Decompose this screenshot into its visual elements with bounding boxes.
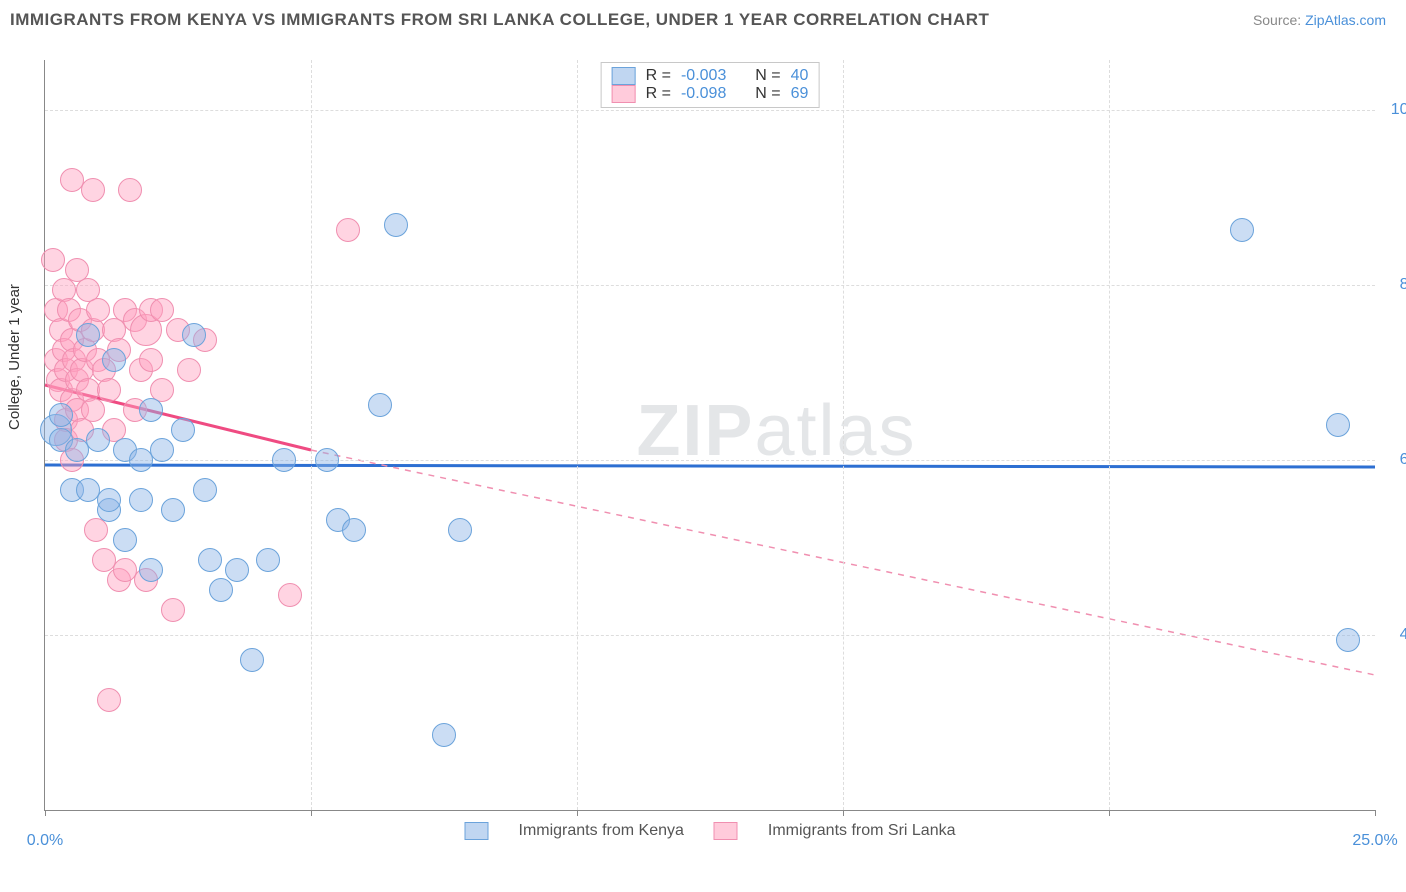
chart-title: IMMIGRANTS FROM KENYA VS IMMIGRANTS FROM… bbox=[10, 10, 989, 30]
gridline-y bbox=[45, 460, 1375, 461]
point-kenya bbox=[102, 348, 126, 372]
point-kenya bbox=[209, 578, 233, 602]
legend-series: Immigrants from Kenya Immigrants from Sr… bbox=[465, 822, 956, 840]
point-kenya bbox=[139, 398, 163, 422]
point-kenya bbox=[240, 648, 264, 672]
point-kenya bbox=[448, 518, 472, 542]
point-srilanka bbox=[97, 688, 121, 712]
xtick-label: 0.0% bbox=[27, 832, 63, 850]
point-kenya bbox=[150, 438, 174, 462]
srilanka-n-value: 69 bbox=[791, 85, 809, 103]
point-kenya bbox=[342, 518, 366, 542]
point-srilanka bbox=[41, 248, 65, 272]
legend-stats: R = -0.003 N = 40 R = -0.098 N = 69 bbox=[601, 62, 820, 108]
legend-swatch-srilanka-bottom bbox=[714, 822, 738, 840]
kenya-n-value: 40 bbox=[791, 67, 809, 85]
correlation-chart: ZIPatlas R = -0.003 N = 40 R = -0.098 N … bbox=[44, 60, 1375, 811]
point-srilanka bbox=[81, 398, 105, 422]
legend-label-srilanka: Immigrants from Sri Lanka bbox=[768, 822, 956, 840]
source-attribution: Source: ZipAtlas.com bbox=[1253, 12, 1386, 28]
xtick-mark bbox=[311, 810, 312, 816]
ytick-label: 100.0% bbox=[1385, 101, 1406, 119]
point-kenya bbox=[256, 548, 280, 572]
point-srilanka bbox=[118, 178, 142, 202]
gridline-y bbox=[45, 285, 1375, 286]
point-kenya bbox=[113, 528, 137, 552]
point-kenya bbox=[139, 558, 163, 582]
point-kenya bbox=[86, 428, 110, 452]
point-srilanka bbox=[150, 298, 174, 322]
point-kenya bbox=[272, 448, 296, 472]
point-kenya bbox=[315, 448, 339, 472]
point-kenya bbox=[171, 418, 195, 442]
point-srilanka bbox=[336, 218, 360, 242]
kenya-r-value: -0.003 bbox=[681, 67, 726, 85]
srilanka-r-value: -0.098 bbox=[681, 85, 726, 103]
ytick-label: 82.5% bbox=[1385, 276, 1406, 294]
point-srilanka bbox=[278, 583, 302, 607]
point-kenya bbox=[225, 558, 249, 582]
point-kenya bbox=[432, 723, 456, 747]
source-link[interactable]: ZipAtlas.com bbox=[1305, 12, 1386, 28]
xtick-mark bbox=[577, 810, 578, 816]
point-kenya bbox=[193, 478, 217, 502]
point-kenya bbox=[1336, 628, 1360, 652]
gridline-x bbox=[577, 60, 578, 810]
point-kenya bbox=[368, 393, 392, 417]
xtick-mark bbox=[843, 810, 844, 816]
legend-label-kenya: Immigrants from Kenya bbox=[519, 822, 684, 840]
gridline-x bbox=[311, 60, 312, 810]
xtick-label: 25.0% bbox=[1352, 832, 1397, 850]
point-srilanka bbox=[177, 358, 201, 382]
point-kenya bbox=[198, 548, 222, 572]
point-kenya bbox=[182, 323, 206, 347]
gridline-x bbox=[843, 60, 844, 810]
legend-swatch-srilanka bbox=[612, 85, 636, 103]
point-srilanka bbox=[86, 298, 110, 322]
gridline-y bbox=[45, 635, 1375, 636]
point-srilanka bbox=[81, 178, 105, 202]
legend-swatch-kenya-bottom bbox=[465, 822, 489, 840]
ytick-label: 65.0% bbox=[1385, 451, 1406, 469]
point-srilanka bbox=[97, 378, 121, 402]
point-kenya bbox=[1326, 413, 1350, 437]
gridline-y bbox=[45, 110, 1375, 111]
point-kenya bbox=[384, 213, 408, 237]
legend-swatch-kenya bbox=[612, 67, 636, 85]
point-kenya bbox=[97, 488, 121, 512]
point-kenya bbox=[129, 488, 153, 512]
point-srilanka bbox=[84, 518, 108, 542]
trend-lines bbox=[45, 60, 1375, 810]
xtick-mark bbox=[45, 810, 46, 816]
xtick-mark bbox=[1375, 810, 1376, 816]
point-kenya bbox=[1230, 218, 1254, 242]
point-kenya bbox=[49, 403, 73, 427]
xtick-mark bbox=[1109, 810, 1110, 816]
point-kenya bbox=[76, 323, 100, 347]
gridline-x bbox=[1109, 60, 1110, 810]
point-srilanka bbox=[139, 348, 163, 372]
point-kenya bbox=[161, 498, 185, 522]
point-srilanka bbox=[161, 598, 185, 622]
y-axis-label: College, Under 1 year bbox=[6, 284, 23, 430]
ytick-label: 47.5% bbox=[1385, 626, 1406, 644]
